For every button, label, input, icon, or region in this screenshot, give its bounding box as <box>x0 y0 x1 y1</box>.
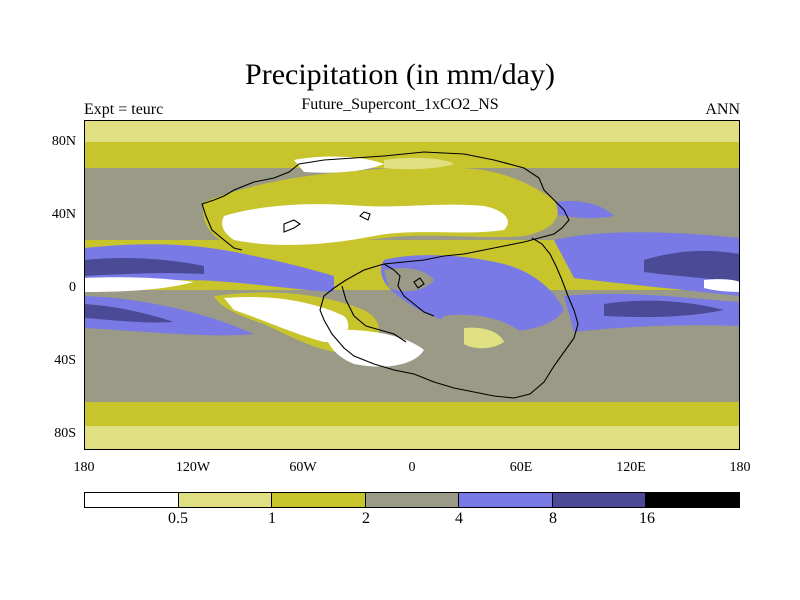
legend-swatch <box>459 493 553 507</box>
lat-label-40s: 40S <box>54 353 76 368</box>
lon-label-120e: 120E <box>616 460 646 475</box>
lon-label-180e: 180 <box>729 460 751 475</box>
legend-swatch <box>178 493 273 507</box>
legend-swatch <box>85 493 179 507</box>
experiment-label: Expt = teurc <box>84 101 164 118</box>
legend-label: 4 <box>455 510 463 527</box>
map-subtitle: Future_Supercont_1xCO2_NS <box>301 96 499 113</box>
legend-swatch <box>646 493 740 507</box>
precipitation-map <box>84 120 740 450</box>
legend-swatch <box>552 493 647 507</box>
color-legend <box>84 492 740 508</box>
legend-swatch <box>365 493 460 507</box>
legend-label: 1 <box>268 510 276 527</box>
lon-label-0: 0 <box>408 460 416 475</box>
lon-label-60e: 60E <box>509 460 533 475</box>
lat-label-80n: 80N <box>51 134 76 149</box>
lat-label-40n: 40N <box>51 207 76 222</box>
lon-label-60w: 60W <box>289 460 317 475</box>
map-title: Precipitation (in mm/day) <box>245 58 555 91</box>
legend-label: 2 <box>362 510 370 527</box>
lat-label-0: 0 <box>69 280 76 295</box>
lon-label-120w: 120W <box>175 460 211 475</box>
legend-swatch <box>272 493 366 507</box>
legend-label: 16 <box>639 510 655 527</box>
legend-label: 0.5 <box>168 510 188 527</box>
lat-label-80s: 80S <box>54 426 76 441</box>
legend-label: 8 <box>549 510 557 527</box>
lon-label-180w: 180 <box>73 460 95 475</box>
season-label: ANN <box>705 101 740 118</box>
